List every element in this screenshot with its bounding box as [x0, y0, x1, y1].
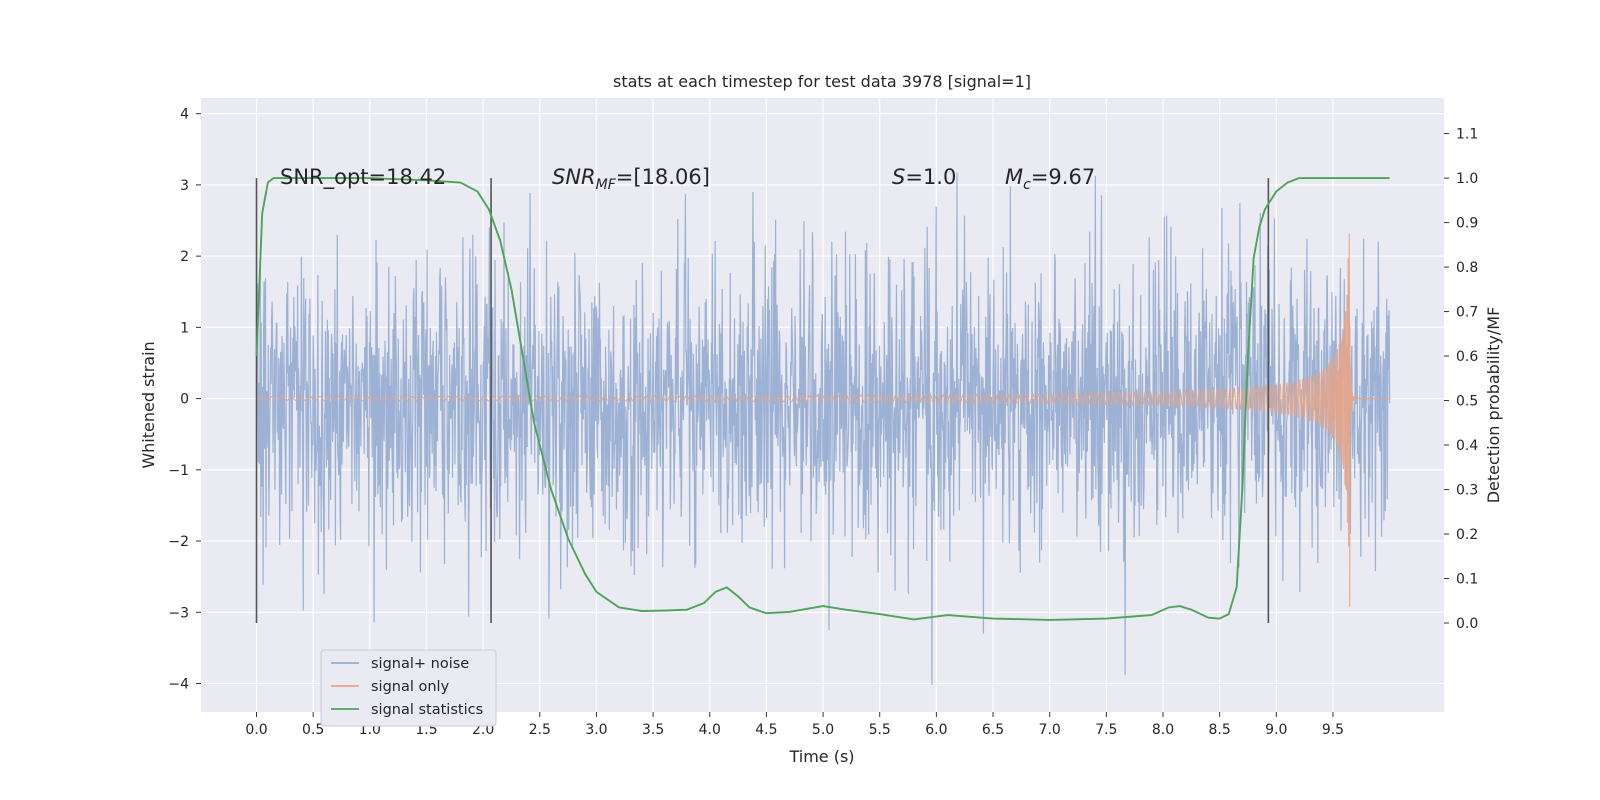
y-right-tick-label: 0.3 [1456, 483, 1478, 499]
x-tick-label: 3.0 [585, 722, 607, 738]
y-right-axis-label: Detection probability/MF [1484, 307, 1503, 504]
chart-title: stats at each timestep for test data 397… [613, 72, 1031, 91]
x-tick-label: 7.5 [1095, 722, 1117, 738]
y-right-tick-label: 0.0 [1456, 616, 1478, 632]
x-tick-label: 0.0 [245, 722, 267, 738]
x-tick-label: 9.5 [1322, 722, 1344, 738]
signal-noise-series [255, 172, 1391, 685]
mc-annotation: Mc=9.67 [1005, 165, 1095, 193]
x-tick-label: 0.5 [302, 722, 324, 738]
x-tick-label: 4.5 [755, 722, 777, 738]
series-line-signal-statistics [255, 177, 1390, 621]
series-line-signal-noise [255, 172, 1391, 685]
y-right-tick-label: 0.4 [1456, 438, 1478, 454]
y-right-tick-label: 0.7 [1456, 305, 1478, 321]
x-tick-label: 6.5 [982, 722, 1004, 738]
s-label: S [892, 165, 905, 189]
x-tick-label: 4.0 [699, 722, 721, 738]
legend: signal+ noise signal only signal statist… [320, 649, 497, 727]
y-right-tick-label: 0.6 [1456, 349, 1478, 365]
y-tick-label: −2 [168, 534, 189, 550]
mc-sub: c [1023, 177, 1031, 193]
y-right-tick-label: 1.0 [1456, 171, 1478, 187]
legend-box [320, 649, 497, 727]
x-tick-label: 2.5 [529, 722, 551, 738]
s-annotation: S=1.0 [892, 165, 956, 189]
x-tick-label: 9.0 [1265, 722, 1287, 738]
y-right-tick-label: 0.8 [1456, 260, 1478, 276]
snr-mf-annotation: SNRMF=[18.06] [552, 165, 710, 193]
series-line-signal-only [256, 233, 1390, 607]
y-tick-label: −1 [168, 463, 189, 479]
y-right-tick-label: 1.1 [1456, 127, 1478, 143]
y-right-tick-label: 0.2 [1456, 527, 1478, 543]
x-tick-label: 7.0 [1039, 722, 1061, 738]
legend-label-signal-noise: signal+ noise [371, 656, 469, 672]
snr-mf-sub: MF [596, 177, 617, 193]
y-tick-label: −4 [168, 677, 189, 693]
legend-label-signal-only: signal only [371, 679, 450, 695]
x-tick-label: 3.5 [642, 722, 664, 738]
x-tick-label: 5.0 [812, 722, 834, 738]
y-tick-label: −3 [168, 605, 189, 621]
y-right-tick-labels: 0.0 0.1 0.2 0.3 0.4 0.5 0.6 0.7 0.8 0.9 1.0 1.1 [1444, 127, 1478, 632]
signal-only-series [256, 233, 1390, 607]
signal-statistics-series [255, 177, 1390, 621]
x-tick-label: 6.0 [925, 722, 947, 738]
x-tick-label: 5.5 [869, 722, 891, 738]
x-axis-label: Time (s) [788, 747, 854, 766]
y-tick-labels: −4 −3 −2 −1 0 1 2 3 4 [168, 107, 201, 693]
x-tick-label: 8.0 [1152, 722, 1174, 738]
y-tick-label: 2 [180, 249, 189, 265]
mc-base: M [1005, 165, 1023, 189]
y-tick-label: 0 [180, 392, 189, 408]
y-right-tick-label: 0.9 [1456, 216, 1478, 232]
y-right-tick-label: 0.5 [1456, 394, 1478, 410]
legend-label-signal-statistics: signal statistics [371, 702, 483, 718]
snr-opt-annotation: SNR_opt=18.42 [280, 165, 446, 190]
vertical-markers [255, 178, 1270, 624]
y-right-tick-label: 0.1 [1456, 572, 1478, 588]
snr-mf-base: SNR [552, 165, 596, 189]
y-tick-label: 3 [180, 178, 189, 194]
x-tick-label: 8.5 [1209, 722, 1231, 738]
y-tick-label: 4 [180, 107, 189, 123]
mc-value: =9.67 [1031, 165, 1095, 189]
y-tick-label: 1 [180, 320, 189, 336]
snr-mf-value: =[18.06] [616, 165, 710, 189]
y-axis-label: Whitened strain [139, 341, 158, 468]
s-value: =1.0 [905, 165, 956, 189]
